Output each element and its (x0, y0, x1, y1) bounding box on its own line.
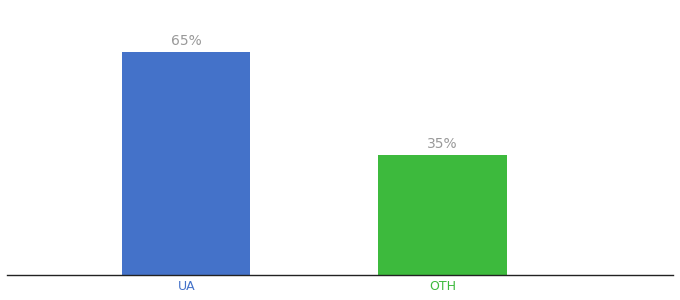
Bar (379, 155, 507, 275)
Text: 35%: 35% (427, 137, 458, 151)
Bar (122, 52, 250, 275)
Text: 65%: 65% (171, 34, 202, 47)
